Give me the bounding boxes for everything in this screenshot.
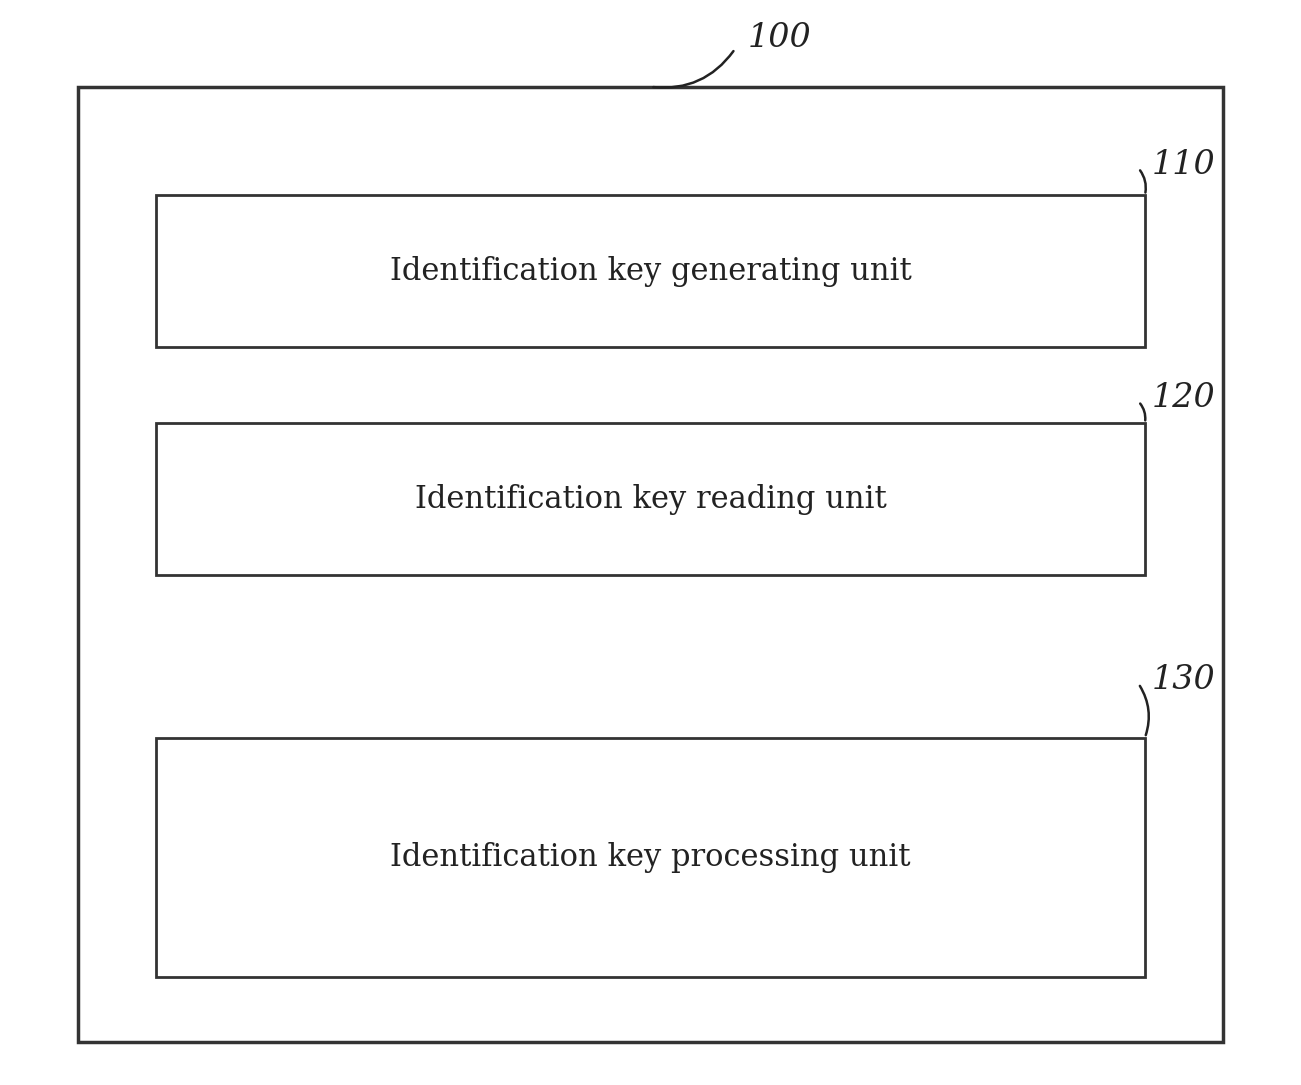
Text: 110: 110 <box>1151 149 1215 181</box>
Text: 130: 130 <box>1151 664 1215 697</box>
Text: 100: 100 <box>748 22 812 54</box>
FancyBboxPatch shape <box>78 87 1223 1042</box>
Text: Identification key processing unit: Identification key processing unit <box>390 842 911 872</box>
FancyBboxPatch shape <box>156 423 1145 575</box>
FancyBboxPatch shape <box>156 738 1145 976</box>
FancyBboxPatch shape <box>156 195 1145 347</box>
Text: Identification key reading unit: Identification key reading unit <box>415 484 886 514</box>
Text: 120: 120 <box>1151 382 1215 414</box>
Text: Identification key generating unit: Identification key generating unit <box>389 256 912 286</box>
